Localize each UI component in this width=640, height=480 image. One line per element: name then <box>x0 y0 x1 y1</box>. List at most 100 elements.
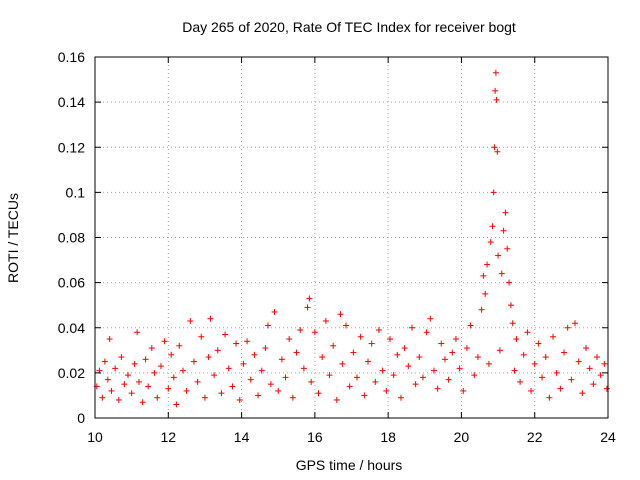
data-point <box>507 302 514 309</box>
data-point <box>601 360 608 367</box>
data-point <box>419 374 426 381</box>
data-point <box>205 354 212 361</box>
data-point <box>306 295 313 302</box>
data-point <box>106 336 113 343</box>
data-point <box>176 342 183 349</box>
data-point <box>408 324 415 331</box>
data-point <box>375 327 382 334</box>
data-point <box>434 385 441 392</box>
data-point <box>142 356 149 363</box>
data-point <box>275 387 282 394</box>
data-point <box>405 363 412 370</box>
data-point <box>509 320 516 327</box>
data-point <box>517 378 524 385</box>
data-point <box>586 365 593 372</box>
data-point <box>286 336 293 343</box>
data-point <box>148 345 155 352</box>
data-point <box>528 387 535 394</box>
data-point <box>233 340 240 347</box>
data-point <box>379 367 386 374</box>
data-point <box>561 349 568 356</box>
data-point <box>492 87 499 94</box>
data-point <box>390 372 397 379</box>
data-point <box>222 331 229 338</box>
data-point <box>173 401 180 408</box>
data-point <box>179 367 186 374</box>
data-point <box>471 372 478 379</box>
data-point <box>386 336 393 343</box>
data-point <box>135 378 142 385</box>
data-point <box>467 322 474 329</box>
data-point <box>412 381 419 388</box>
data-point <box>575 358 582 365</box>
data-point <box>361 392 368 399</box>
data-point <box>282 374 289 381</box>
data-point <box>121 381 128 388</box>
x-tick-label: 20 <box>454 429 470 445</box>
data-point <box>430 367 437 374</box>
x-axis-label: GPS time / hours <box>296 457 403 473</box>
data-point <box>513 336 520 343</box>
data-point <box>300 365 307 372</box>
data-point <box>478 306 485 313</box>
data-point <box>449 349 456 356</box>
data-point <box>524 329 531 336</box>
data-point <box>597 372 604 379</box>
data-point <box>168 351 175 358</box>
data-point <box>128 390 135 397</box>
data-point <box>201 394 208 401</box>
data-point <box>553 369 560 376</box>
data-point <box>535 340 542 347</box>
data-point <box>383 387 390 394</box>
data-point <box>104 376 111 383</box>
x-tick-label: 24 <box>600 429 616 445</box>
data-point <box>198 333 205 340</box>
data-point <box>531 360 538 367</box>
y-tick-label: 0.02 <box>58 365 85 381</box>
data-point <box>401 345 408 352</box>
data-point <box>240 360 247 367</box>
data-point <box>502 209 509 216</box>
data-point <box>487 239 494 246</box>
data-point <box>492 69 499 76</box>
data-point <box>157 363 164 370</box>
x-tick-label: 10 <box>87 429 103 445</box>
data-point <box>161 338 168 345</box>
data-point <box>311 329 318 336</box>
data-point <box>504 245 511 252</box>
data-point <box>134 329 141 336</box>
data-point <box>194 378 201 385</box>
data-point <box>151 369 158 376</box>
data-point <box>456 365 463 372</box>
data-point <box>145 383 152 390</box>
data-point <box>590 381 597 388</box>
axis-ticks: 10 12 14 16 18 20 22 24 0 0.02 0.04 0.06 0.08 0.1 0.12… <box>58 49 616 445</box>
data-point <box>339 360 346 367</box>
data-point <box>542 354 549 361</box>
data-point <box>482 290 489 297</box>
data-point <box>183 387 190 394</box>
x-tick-label: 18 <box>380 429 396 445</box>
data-point <box>480 272 487 279</box>
y-tick-label: 0.14 <box>58 94 85 110</box>
data-point <box>165 385 172 392</box>
data-point <box>583 345 590 352</box>
data-point <box>308 378 315 385</box>
data-point <box>214 347 221 354</box>
data-point <box>489 223 496 230</box>
data-point <box>603 385 610 392</box>
data-point <box>546 394 553 401</box>
data-point <box>438 340 445 347</box>
data-point <box>579 390 586 397</box>
data-point <box>319 354 326 361</box>
data-point <box>115 396 122 403</box>
data-point <box>568 376 575 383</box>
data-point <box>330 342 337 349</box>
data-point <box>496 347 503 354</box>
x-tick-label: 22 <box>527 429 543 445</box>
data-point <box>154 394 161 401</box>
data-point <box>236 396 243 403</box>
chart-title: Day 265 of 2020, Rate Of TEC Index for r… <box>182 19 516 35</box>
data-point <box>550 333 557 340</box>
